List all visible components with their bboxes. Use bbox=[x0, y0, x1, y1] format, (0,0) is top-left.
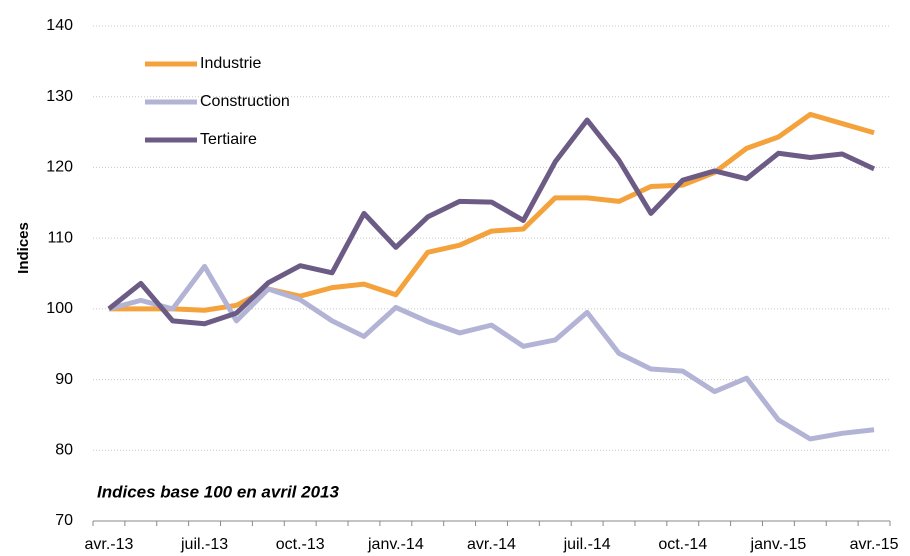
x-tick-label: avr.-15 bbox=[850, 536, 899, 553]
y-axis-label: Indices bbox=[15, 222, 32, 274]
legend-label: Tertiaire bbox=[200, 131, 257, 148]
x-tick-label: janv.-14 bbox=[367, 536, 424, 553]
legend-label: Construction bbox=[200, 93, 290, 110]
legend-label: Industrie bbox=[200, 55, 261, 72]
series-line bbox=[108, 111, 875, 313]
x-tick-label: oct.-14 bbox=[658, 536, 707, 553]
y-tick-label: 110 bbox=[47, 229, 73, 246]
x-tick-label: juil.-14 bbox=[563, 536, 611, 553]
x-tick-label: juil.-13 bbox=[180, 536, 228, 553]
y-tick-label: 140 bbox=[46, 17, 73, 34]
y-tick-label: 70 bbox=[55, 512, 73, 529]
y-tick-label: 100 bbox=[46, 300, 73, 317]
annotation: Indices base 100 en avril 2013 bbox=[97, 482, 339, 501]
y-tick-label: 90 bbox=[55, 371, 73, 388]
series-line bbox=[107, 117, 876, 327]
series-line bbox=[108, 263, 875, 442]
y-tick-label: 120 bbox=[46, 159, 73, 176]
y-tick-label: 130 bbox=[46, 88, 73, 105]
x-tick-label: janv.-15 bbox=[750, 536, 807, 553]
x-tick-label: avr.-13 bbox=[84, 536, 133, 553]
y-tick-label: 80 bbox=[55, 442, 73, 459]
x-tick-label: avr.-14 bbox=[467, 536, 516, 553]
x-tick-label: oct.-13 bbox=[276, 536, 325, 553]
